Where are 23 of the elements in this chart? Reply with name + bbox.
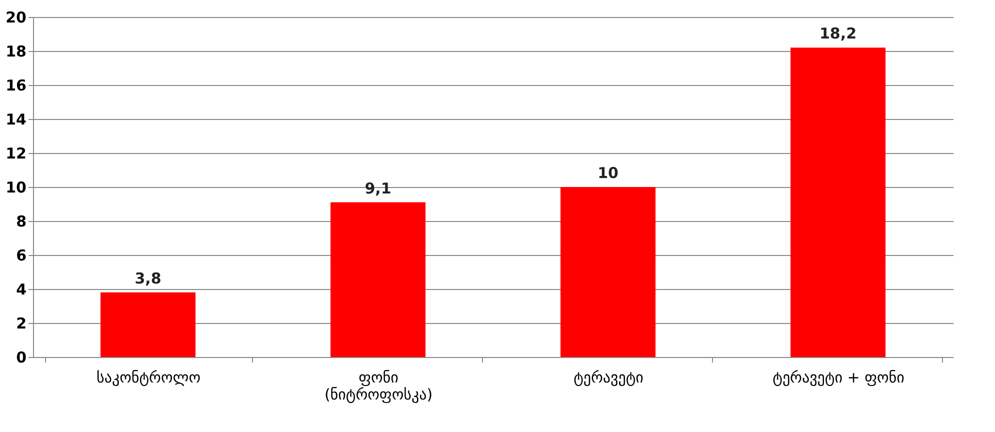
y-tick-label: 10 <box>6 178 26 196</box>
x-tick-label: ტერავეტი <box>574 368 644 386</box>
y-tick-label: 14 <box>6 110 26 128</box>
x-tick-label: ტერავეტი + ფონი <box>772 368 905 386</box>
data-label: 10 <box>598 164 618 182</box>
y-tick-label: 16 <box>6 76 26 94</box>
data-label: 18,2 <box>819 24 857 43</box>
data-label: 9,1 <box>364 179 392 198</box>
y-tick-label: 0 <box>16 348 26 366</box>
y-tick-label: 6 <box>16 246 26 264</box>
data-label: 3,8 <box>134 269 162 288</box>
bar <box>790 48 886 357</box>
y-tick-label: 2 <box>16 314 26 332</box>
bar <box>330 202 426 357</box>
bar <box>100 292 196 357</box>
y-tick-label: 20 <box>6 8 26 26</box>
y-tick-label: 12 <box>6 144 26 162</box>
y-tick-label: 4 <box>16 280 26 298</box>
y-tick-label: 8 <box>16 212 26 230</box>
x-tick-label: საკონტროლო <box>96 368 201 386</box>
bar <box>560 187 656 357</box>
y-tick-label: 18 <box>6 42 26 60</box>
x-tick-label: ფონი (ნიტროფოსკა) <box>324 368 433 404</box>
